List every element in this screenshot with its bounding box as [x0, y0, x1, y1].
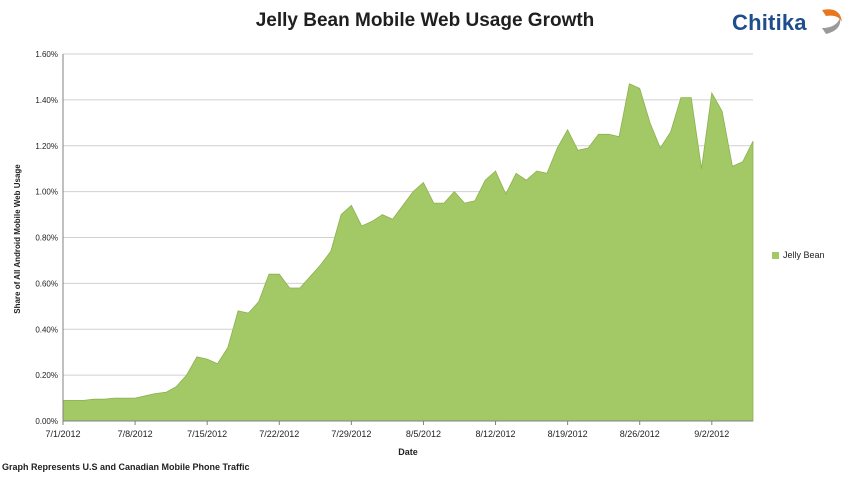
x-tick-label: 9/2/2012: [694, 429, 729, 439]
legend-label-jelly-bean: Jelly Bean: [783, 250, 825, 260]
chitika-swirl-logo: [822, 9, 842, 34]
y-tick-label: 1.60%: [35, 50, 58, 59]
x-tick-label: 8/26/2012: [620, 429, 660, 439]
axes: [62, 54, 753, 425]
x-tick-label: 7/1/2012: [45, 429, 80, 439]
y-tick-label: 0.00%: [35, 417, 58, 426]
y-tick-label: 1.40%: [35, 96, 58, 105]
x-tick-label: 7/29/2012: [331, 429, 371, 439]
footnote: Graph Represents U.S and Canadian Mobile…: [2, 462, 250, 472]
x-tick-label: 8/5/2012: [406, 429, 441, 439]
x-tick-labels: 7/1/2012 7/8/2012 7/15/2012 7/22/2012 7/29/2…: [45, 429, 729, 439]
y-tick-label: 0.60%: [35, 279, 58, 288]
y-axis-label: Share of All Android Mobile Web Usage: [13, 164, 22, 314]
x-tick-label: 7/8/2012: [118, 429, 153, 439]
x-axis-label: Date: [398, 447, 418, 457]
chitika-logo: Chitika: [722, 4, 842, 40]
legend: Jelly Bean: [772, 250, 825, 260]
y-tick-label: 0.20%: [35, 371, 58, 380]
x-tick-label: 7/15/2012: [187, 429, 227, 439]
y-tick-labels: 0.00% 0.20% 0.40% 0.60% 0.80% 1.00% 1.20% 1.40%…: [35, 50, 58, 426]
y-tick-label: 0.80%: [35, 234, 58, 243]
logo-text: Chitika: [732, 10, 807, 35]
y-tick-label: 0.40%: [35, 325, 58, 334]
y-tick-label: 1.20%: [35, 142, 58, 151]
legend-swatch: [772, 251, 779, 259]
x-tick-label: 7/22/2012: [259, 429, 299, 439]
x-tick-label: 8/19/2012: [548, 429, 588, 439]
area-layer: [62, 83, 754, 422]
chart-title: Jelly Bean Mobile Web Usage Growth: [255, 10, 595, 31]
y-tick-label: 1.00%: [35, 188, 58, 197]
jelly-bean-area: [62, 83, 754, 422]
x-tick-label: 8/12/2012: [476, 429, 516, 439]
